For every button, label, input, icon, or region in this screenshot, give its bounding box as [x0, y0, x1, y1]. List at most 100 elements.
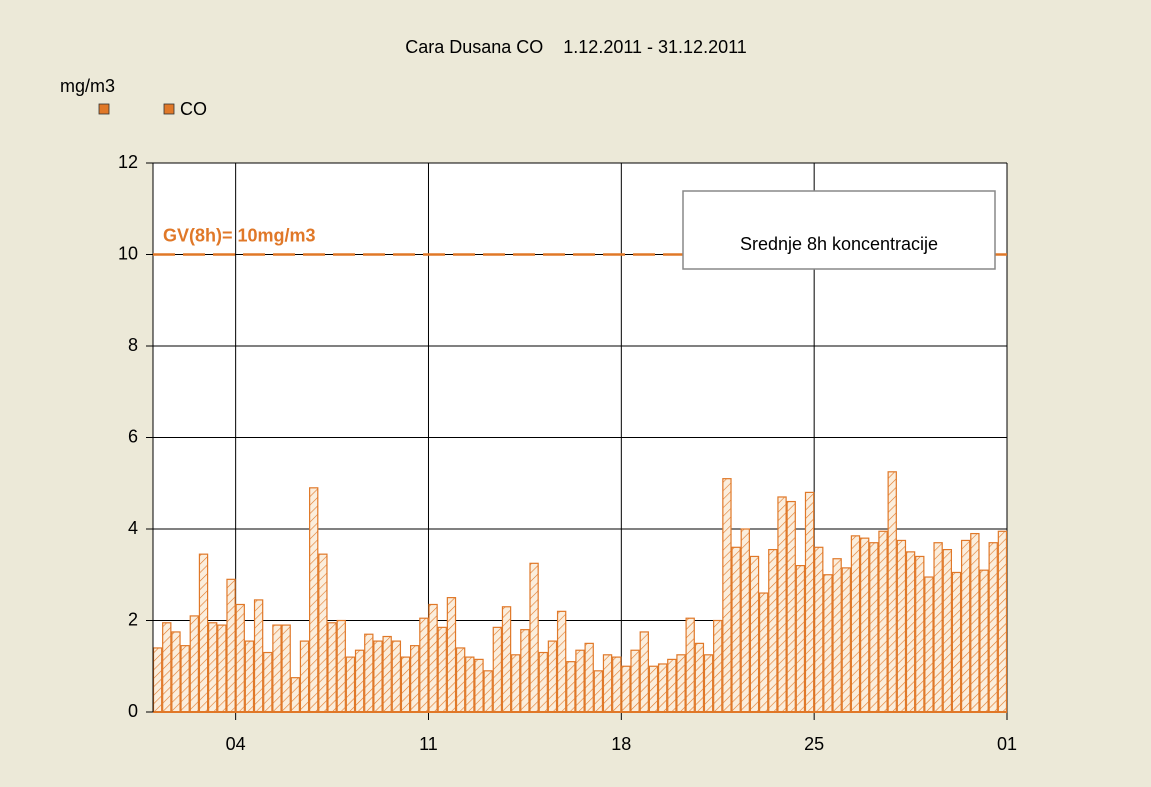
bar: [253, 599, 264, 713]
bar: [749, 555, 760, 713]
bar: [814, 546, 824, 713]
x-tick-label: 11: [419, 734, 438, 754]
bar: [437, 626, 447, 713]
bar: [942, 548, 953, 713]
bar: [566, 661, 576, 713]
bar: [593, 670, 604, 713]
bar: [217, 624, 227, 713]
bar: [428, 603, 438, 713]
y-tick-label: 0: [128, 701, 138, 721]
y-tick-label: 12: [118, 152, 138, 172]
bar: [410, 645, 420, 713]
bar: [198, 553, 209, 713]
bar: [189, 615, 199, 713]
bar: [685, 617, 695, 713]
bar: [786, 500, 796, 713]
bar: [703, 654, 714, 713]
bar: [547, 640, 558, 713]
bar: [511, 654, 521, 713]
bar: [795, 564, 806, 713]
legend-label: CO: [180, 99, 207, 119]
bar: [887, 471, 897, 713]
bar: [419, 617, 429, 713]
y-tick-label: 2: [128, 609, 138, 629]
bar: [859, 537, 870, 713]
reference-label: GV(8h)= 10mg/m3: [163, 225, 316, 245]
bar: [364, 633, 374, 713]
bar: [318, 553, 328, 713]
bar: [602, 654, 613, 713]
bar: [713, 619, 723, 713]
bar: [832, 558, 842, 713]
bar: [997, 530, 1008, 713]
legend-swatch: [98, 103, 110, 115]
bar: [235, 603, 245, 713]
y-tick-label: 4: [128, 518, 138, 538]
chart-title: Cara Dusana CO 1.12.2011 - 31.12.2011: [405, 37, 747, 57]
bar: [501, 606, 512, 713]
bar: [639, 631, 649, 713]
bar: [244, 640, 255, 713]
bar: [951, 571, 962, 713]
bar: [465, 656, 475, 713]
bar: [226, 578, 236, 713]
x-tick-label: 18: [611, 734, 631, 754]
y-tick-label: 10: [118, 243, 138, 263]
bar: [272, 624, 282, 713]
x-tick-label: 25: [804, 734, 824, 754]
bar: [676, 654, 686, 713]
bar: [354, 649, 365, 713]
bar: [309, 487, 319, 713]
bar: [180, 645, 190, 713]
bar: [207, 622, 218, 713]
legend-swatch: [163, 103, 175, 115]
y-axis-label: mg/m3: [60, 76, 115, 96]
bar: [556, 610, 567, 713]
bar: [281, 624, 291, 713]
bar: [657, 663, 668, 713]
bar: [612, 656, 622, 713]
x-tick-label: 04: [226, 734, 246, 754]
bar: [731, 546, 741, 713]
bar: [777, 496, 787, 713]
bar: [905, 551, 916, 713]
bar: [152, 647, 163, 713]
bar: [694, 642, 705, 713]
bar: [960, 539, 971, 713]
bar: [162, 622, 172, 713]
bar: [823, 574, 833, 713]
bar: [667, 658, 677, 713]
y-tick-label: 6: [128, 426, 138, 446]
bar: [529, 562, 539, 713]
annotation: Srednje 8h koncentracije: [740, 234, 938, 254]
bar: [648, 665, 659, 713]
bar: [722, 478, 732, 713]
bar: [483, 670, 493, 713]
bar: [327, 622, 337, 713]
bar: [584, 642, 594, 713]
bar: [171, 631, 181, 713]
bar: [575, 649, 585, 713]
bar: [970, 532, 980, 713]
bar: [391, 640, 402, 713]
bar: [841, 567, 851, 713]
bar: [455, 647, 466, 713]
bar: [915, 555, 925, 713]
bar: [979, 569, 989, 713]
bar: [446, 597, 457, 713]
bar: [896, 539, 907, 713]
x-tick-label: 01: [997, 734, 1017, 754]
bar: [492, 626, 503, 713]
bar: [758, 592, 769, 713]
bar: [621, 665, 631, 713]
annotation-box: [682, 190, 996, 270]
bar: [804, 491, 815, 713]
bar: [538, 651, 548, 713]
bar: [520, 629, 530, 713]
bar: [878, 530, 888, 713]
bar: [869, 542, 879, 713]
y-tick-label: 8: [128, 335, 138, 355]
bar: [373, 640, 383, 713]
bar: [290, 677, 301, 713]
